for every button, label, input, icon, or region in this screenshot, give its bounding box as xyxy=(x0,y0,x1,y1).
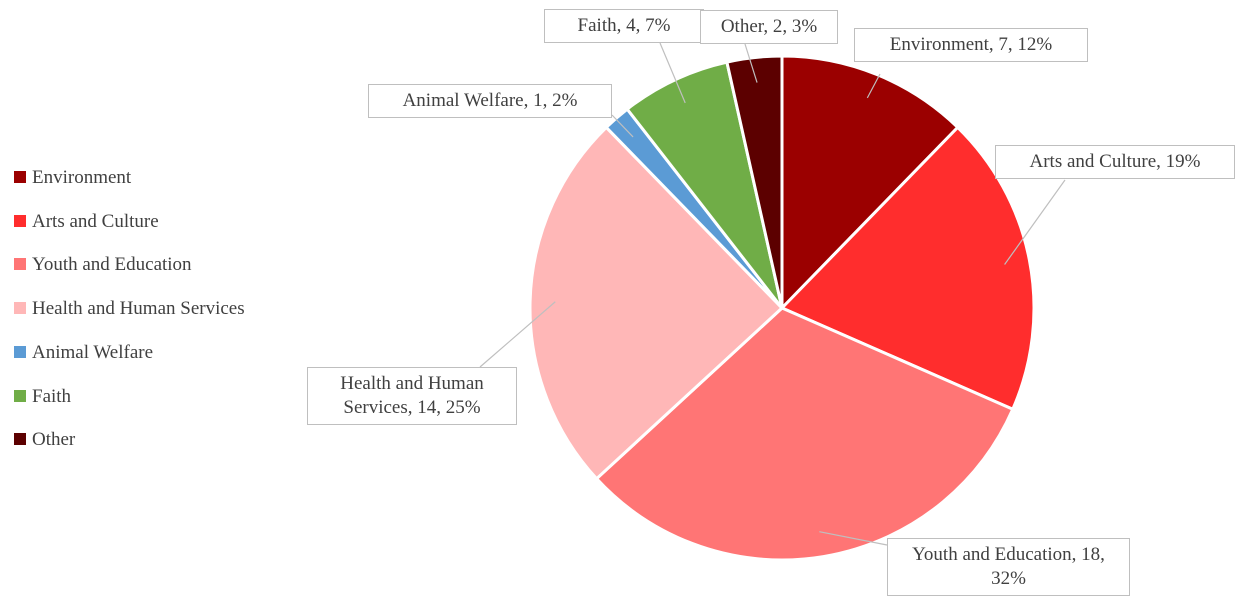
legend-swatch xyxy=(14,302,26,315)
legend-label: Faith xyxy=(32,385,72,407)
pie-slice xyxy=(780,54,960,312)
legend-swatch xyxy=(14,171,26,183)
legend-item: Arts and Culture xyxy=(14,210,159,234)
leader-line xyxy=(479,301,556,368)
legend-label: Health and Human Services xyxy=(32,298,245,320)
legend-swatch xyxy=(14,214,26,227)
leader-line xyxy=(819,531,888,546)
pie-slice xyxy=(725,54,784,309)
legend-swatch xyxy=(14,433,26,446)
legend-label: Youth and Education xyxy=(32,254,192,276)
leader-line xyxy=(1004,179,1066,265)
legend-label: Environment xyxy=(32,167,132,188)
legend-item: Youth and Education xyxy=(14,253,192,277)
legend-swatch xyxy=(14,345,26,358)
pie-slice xyxy=(528,125,785,481)
legend-swatch xyxy=(14,389,26,402)
legend-item: Other xyxy=(14,428,75,452)
data-label: Animal Welfare, 1, 2% xyxy=(368,84,612,118)
pie-slice xyxy=(779,125,1036,412)
legend-label: Arts and Culture xyxy=(32,210,159,232)
data-label: Faith, 4, 7% xyxy=(544,9,704,43)
pie-slice xyxy=(625,60,784,309)
data-label: Environment, 7, 12% xyxy=(854,28,1088,62)
legend-item: Animal Welfare xyxy=(14,341,153,365)
data-label: Youth and Education, 18, 32% xyxy=(887,538,1130,596)
pie-slice xyxy=(594,306,1015,562)
leader-line xyxy=(659,42,686,104)
legend-item: Faith xyxy=(14,385,71,409)
legend-swatch xyxy=(14,258,26,271)
legend-item: Health and Human Services xyxy=(14,297,245,321)
legend-label: Animal Welfare xyxy=(32,341,154,363)
legend-item: Environment xyxy=(14,166,131,190)
leader-line xyxy=(611,114,634,138)
data-label: Arts and Culture, 19% xyxy=(995,145,1235,179)
legend-label: Other xyxy=(32,429,76,451)
data-label: Other, 2, 3% xyxy=(700,10,838,44)
leader-line xyxy=(866,73,881,99)
leader-line xyxy=(744,43,758,83)
data-label: Health and Human Services, 14, 25% xyxy=(307,367,517,425)
